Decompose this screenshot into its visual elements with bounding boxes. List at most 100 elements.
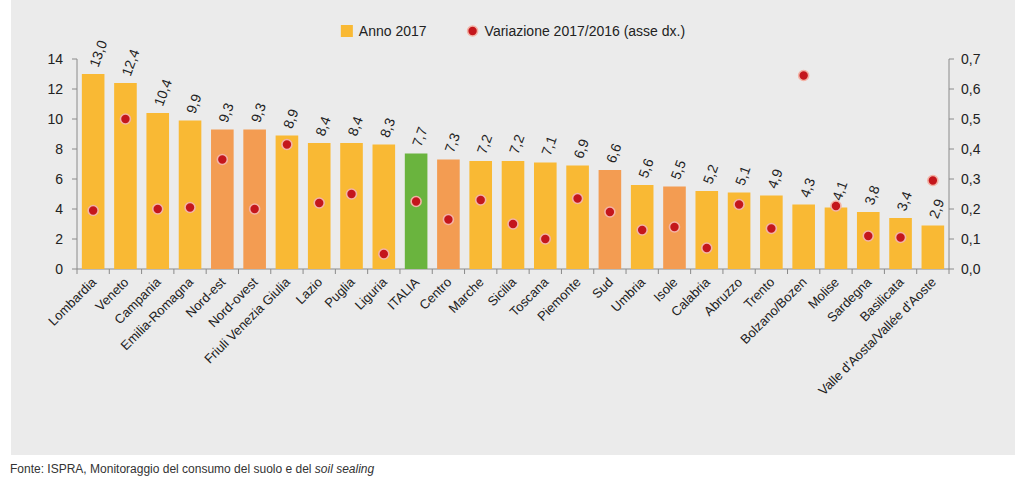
point: [443, 215, 453, 225]
data-label: 10,4: [151, 77, 175, 108]
point: [153, 204, 163, 214]
category-label: Abruzzo: [701, 275, 745, 319]
y-tick: [72, 239, 77, 240]
category-label: Friuli Venezia Giulia: [201, 274, 293, 366]
x-tick: [593, 269, 594, 274]
category-label: Umbria: [608, 274, 649, 315]
data-label: 7,7: [409, 125, 431, 149]
data-label: 9,3: [247, 101, 269, 125]
y2-tick: [949, 179, 954, 180]
point: [508, 219, 518, 229]
data-label: 4,3: [796, 176, 818, 200]
bar: [760, 196, 783, 270]
point: [928, 176, 938, 186]
category-label: Lombardia: [45, 274, 100, 329]
bar: [695, 191, 718, 269]
x-tick: [949, 269, 950, 274]
x-tick: [787, 269, 788, 274]
y2-tick-label: 0,5: [961, 111, 981, 127]
x-tick: [884, 269, 885, 274]
y-tick-label: 8: [55, 141, 63, 157]
point: [282, 140, 292, 150]
x-tick: [206, 269, 207, 274]
category-label: ITALIA: [384, 274, 422, 312]
point: [702, 243, 712, 253]
x-tick: [432, 269, 433, 274]
data-label: 3,4: [893, 189, 915, 213]
data-label: 4,9: [764, 167, 786, 191]
x-tick: [141, 269, 142, 274]
bar: [405, 154, 428, 270]
point: [379, 249, 389, 259]
y-tick: [72, 179, 77, 180]
chart-background: [11, 0, 1015, 455]
bar: [308, 143, 331, 269]
point: [863, 231, 873, 241]
x-tick: [658, 269, 659, 274]
bar: [599, 170, 622, 269]
chart: 024681012140,00,10,20,30,40,50,60,7Lomba…: [0, 0, 1023, 487]
bar: [631, 185, 654, 269]
y-tick-label: 2: [55, 231, 63, 247]
bar: [469, 161, 492, 269]
bar: [437, 160, 460, 270]
y-tick-label: 14: [47, 51, 63, 67]
point: [669, 222, 679, 232]
point: [411, 197, 421, 207]
data-label: 9,3: [215, 101, 237, 125]
point: [605, 207, 615, 217]
y2-tick: [949, 239, 954, 240]
category-label: Emilia-Romagna: [118, 274, 197, 353]
bar: [211, 130, 234, 270]
x-tick: [335, 269, 336, 274]
source-text: soil sealing: [315, 462, 374, 476]
y2-tick-label: 0,3: [961, 171, 981, 187]
category-label: Puglia: [321, 274, 358, 311]
point: [250, 204, 260, 214]
bar: [728, 193, 751, 270]
bar: [534, 163, 557, 270]
bar: [889, 218, 912, 269]
x-tick: [755, 269, 756, 274]
data-label: 3,8: [861, 183, 883, 207]
data-label: 6,9: [570, 137, 592, 161]
point: [347, 189, 357, 199]
y-tick-label: 4: [55, 201, 63, 217]
point: [831, 201, 841, 211]
x-tick: [173, 269, 174, 274]
bar: [792, 205, 815, 270]
y-tick: [72, 269, 77, 270]
data-labels: 13,012,410,49,99,39,38,98,48,48,37,77,37…: [86, 38, 947, 221]
category-label: Piemonte: [534, 275, 583, 324]
category-label: Lazio: [293, 275, 326, 308]
point: [799, 71, 809, 81]
y2-tick: [949, 209, 954, 210]
category-label: Bolzano/Bozen: [737, 275, 809, 347]
data-label: 6,6: [603, 141, 625, 165]
y2-tick-label: 0,6: [961, 81, 981, 97]
point: [896, 233, 906, 243]
data-label: 5,2: [700, 162, 722, 186]
x-tick: [238, 269, 239, 274]
x-tick: [496, 269, 497, 274]
y-tick: [72, 209, 77, 210]
y2-tick-label: 0,0: [961, 261, 981, 277]
point: [185, 203, 195, 213]
x-tick: [852, 269, 853, 274]
y2-tick: [949, 89, 954, 90]
y-tick-label: 12: [47, 81, 63, 97]
category-label: Valle d'Aosta/Vallée d'Aoste: [815, 275, 939, 399]
data-label: 13,0: [86, 38, 110, 69]
y2-tick: [949, 149, 954, 150]
source-text: Fonte: ISPRA, Monitoraggio del consumo d…: [10, 462, 315, 476]
data-label: 7,2: [506, 132, 528, 156]
x-tick: [561, 269, 562, 274]
x-tick: [690, 269, 691, 274]
bar: [373, 145, 396, 270]
y2-tick-label: 0,1: [961, 231, 981, 247]
point: [476, 195, 486, 205]
legend-swatch: [341, 25, 353, 37]
y-axis-line: [77, 59, 78, 269]
data-label: 4,1: [829, 179, 851, 203]
data-label: 9,9: [183, 92, 205, 116]
